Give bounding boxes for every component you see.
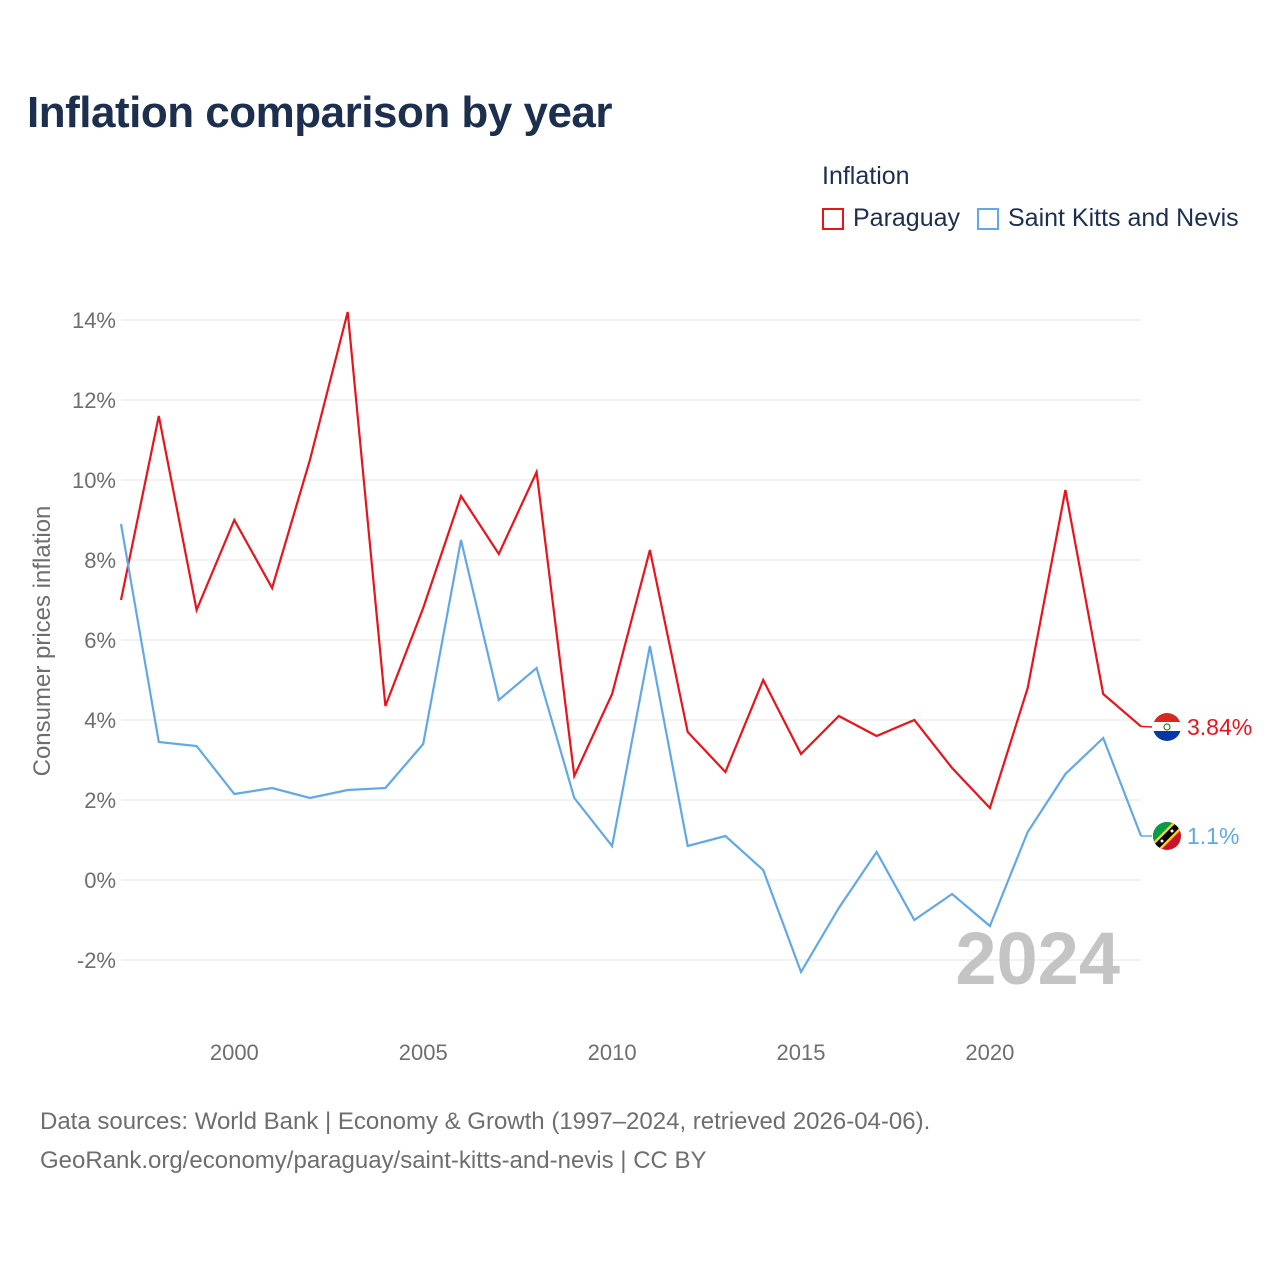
footer-url[interactable]: GeoRank.org/economy/paraguay/saint-kitts… [40, 1147, 707, 1174]
legend-item-paraguay[interactable]: Paraguay [822, 204, 960, 233]
y-tick-label: 12% [72, 388, 116, 413]
year-watermark: 2024 [955, 917, 1120, 1000]
y-tick-label: 0% [84, 868, 116, 893]
x-tick-label: 2010 [588, 1040, 637, 1065]
y-tick-label: 10% [72, 468, 116, 493]
saint-kitts-and-nevis-flag-icon [1153, 822, 1181, 850]
legend-swatch-paraguay [822, 207, 844, 230]
end-value-label-paraguay: 3.84% [1187, 714, 1252, 740]
legend-label-saint-kitts-and-nevis: Saint Kitts and Nevis [1008, 204, 1239, 232]
series-line-paraguay[interactable] [119, 311, 1142, 811]
y-tick-label: 8% [84, 548, 116, 573]
x-tick-label: 2020 [965, 1040, 1014, 1065]
line-chart: -2% 0% 2% 4% 6% 8% 10% 12% 14% 2000 2005 2010 2015 20… [29, 308, 1252, 1065]
end-connector-paraguay [1140, 725, 1153, 728]
x-tick-label: 2015 [777, 1040, 826, 1065]
x-tick-label: 2000 [210, 1040, 259, 1065]
legend-item-saint-kitts-and-nevis[interactable]: Saint Kitts and Nevis [977, 204, 1239, 233]
legend-title: Inflation [822, 162, 910, 190]
legend-label-paraguay: Paraguay [853, 204, 961, 232]
chart-title: Inflation comparison by year [27, 88, 613, 137]
y-tick-label: -2% [77, 948, 116, 973]
footer-source: Data sources: World Bank | Economy & Gro… [40, 1108, 931, 1135]
y-tick-label: 2% [84, 788, 116, 813]
legend-swatch-saint-kitts-and-nevis [977, 207, 999, 230]
x-tick-label: 2005 [399, 1040, 448, 1065]
y-tick-label: 4% [84, 708, 116, 733]
series-line-saint-kitts-and-nevis[interactable] [119, 523, 1143, 975]
end-value-label-saint-kitts-and-nevis: 1.1% [1187, 823, 1239, 849]
y-tick-label: 14% [72, 308, 116, 333]
paraguay-flag-icon [1153, 713, 1181, 741]
y-axis-label: Consumer prices inflation [29, 506, 56, 777]
y-tick-label: 6% [84, 628, 116, 653]
